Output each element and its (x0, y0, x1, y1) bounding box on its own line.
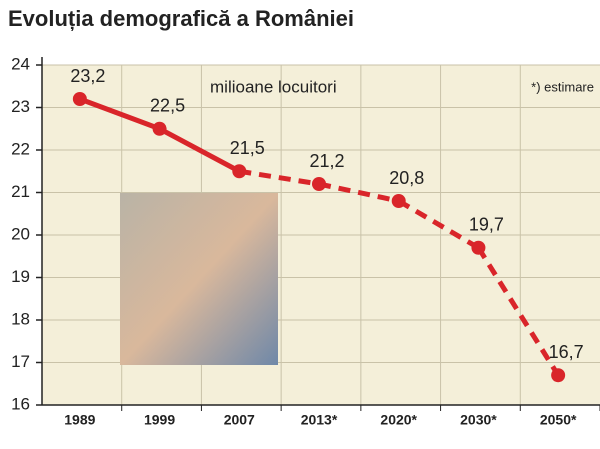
line-segment (476, 246, 561, 377)
point (551, 368, 566, 383)
line-segment (238, 168, 320, 187)
point (152, 121, 167, 136)
value-label: 22,5 (150, 96, 185, 116)
line-segment (158, 126, 241, 174)
chart-title: Evoluția demografică a României (8, 6, 354, 31)
x-tick-label: 2030* (460, 412, 497, 428)
y-tick-label: 20 (11, 224, 30, 243)
y-tick-label: 19 (11, 267, 30, 286)
photo (120, 193, 278, 365)
line-segment (397, 198, 480, 250)
value-label: 19,7 (469, 215, 504, 235)
point (232, 164, 247, 179)
y-tick-label: 23 (11, 97, 30, 116)
point (471, 240, 486, 255)
annotation: *) estimare (531, 79, 594, 94)
value-label: 21,2 (309, 151, 344, 171)
value-label: 20,8 (389, 168, 424, 188)
x-tick-label: 2050* (540, 412, 577, 428)
value-label: 23,2 (70, 66, 105, 86)
point (391, 194, 406, 208)
y-tick-label: 21 (11, 182, 30, 201)
x-tick-label: 2013* (301, 412, 338, 428)
y-tick-label: 24 (11, 54, 30, 73)
x-tick-label: 1989 (64, 412, 95, 428)
y-tick-label: 18 (11, 309, 30, 328)
line-segment (78, 96, 161, 132)
x-tick-label: 2007 (224, 412, 255, 428)
x-tick-label: 1999 (144, 412, 175, 428)
point (72, 92, 87, 106)
value-label: 16,7 (549, 342, 584, 362)
line-segment (318, 181, 400, 204)
y-tick-label: 16 (11, 394, 30, 413)
y-tick-label: 22 (11, 139, 30, 158)
point (312, 177, 326, 191)
y-tick-label: 17 (11, 352, 30, 371)
value-label: 21,5 (230, 138, 265, 158)
annotation: milioane locuitori (210, 77, 337, 96)
x-tick-label: 2020* (380, 412, 417, 428)
